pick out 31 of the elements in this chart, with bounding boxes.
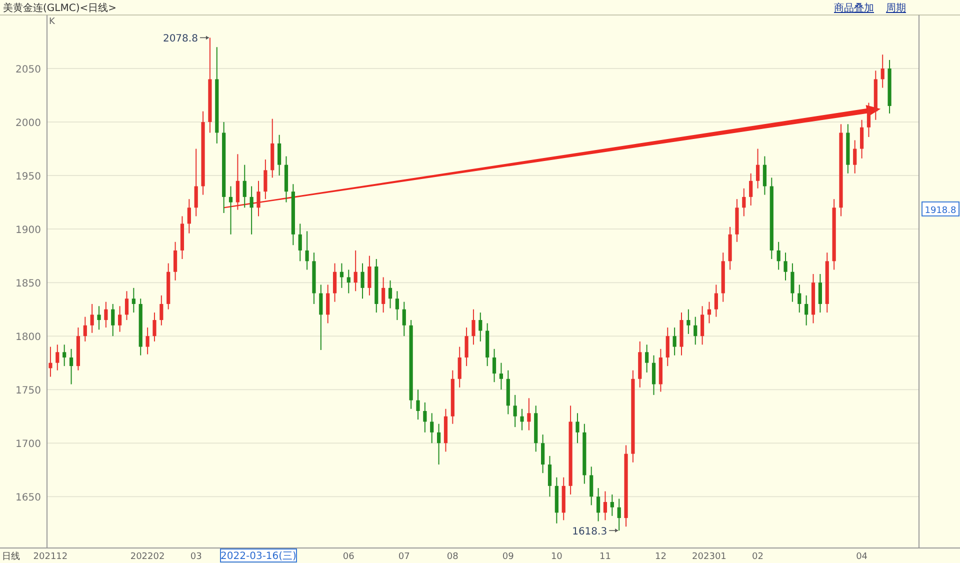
y-tick-label: 1850 xyxy=(16,278,41,290)
x-tick-label: 04 xyxy=(856,552,868,562)
x-tick-label: 02 xyxy=(752,552,764,562)
x-tick-label: 07 xyxy=(398,552,410,562)
y-tick-label: 1900 xyxy=(16,225,41,236)
text: 周期 xyxy=(886,2,906,14)
annotation: K xyxy=(49,17,56,27)
x-tick-label: 09 xyxy=(502,552,514,562)
chart-title: 美黄金连(GLMC)<日线> xyxy=(3,2,116,14)
x-tick-label: 10 xyxy=(550,552,563,562)
y-tick-label: 1800 xyxy=(16,332,41,344)
x-tick-label: 202301 xyxy=(692,552,726,562)
y-tick-label: 1750 xyxy=(16,386,41,397)
x-tick-label: 11 xyxy=(599,552,611,562)
y-tick-label: 2000 xyxy=(16,118,41,130)
text: 2022-03-16(三) xyxy=(220,551,297,562)
text: 商品叠加 xyxy=(834,2,874,14)
x-tick-label: 202112 xyxy=(33,552,68,562)
annotation: 2078.8 xyxy=(162,34,198,45)
text: 1918.8 xyxy=(924,206,957,216)
x-tick-label: 202202 xyxy=(130,552,165,562)
text: 日线 xyxy=(2,551,20,562)
y-tick-label: 1950 xyxy=(16,172,41,183)
x-tick-label: 12 xyxy=(654,552,666,562)
x-tick-label: 06 xyxy=(342,552,355,562)
y-tick-label: 1700 xyxy=(16,439,41,450)
y-tick-label: 2050 xyxy=(16,64,41,76)
x-tick-label: 03 xyxy=(190,552,202,562)
x-tick-label: 08 xyxy=(446,552,459,562)
annotation: 1618.3 xyxy=(572,526,608,538)
y-tick-label: 1650 xyxy=(16,492,41,504)
